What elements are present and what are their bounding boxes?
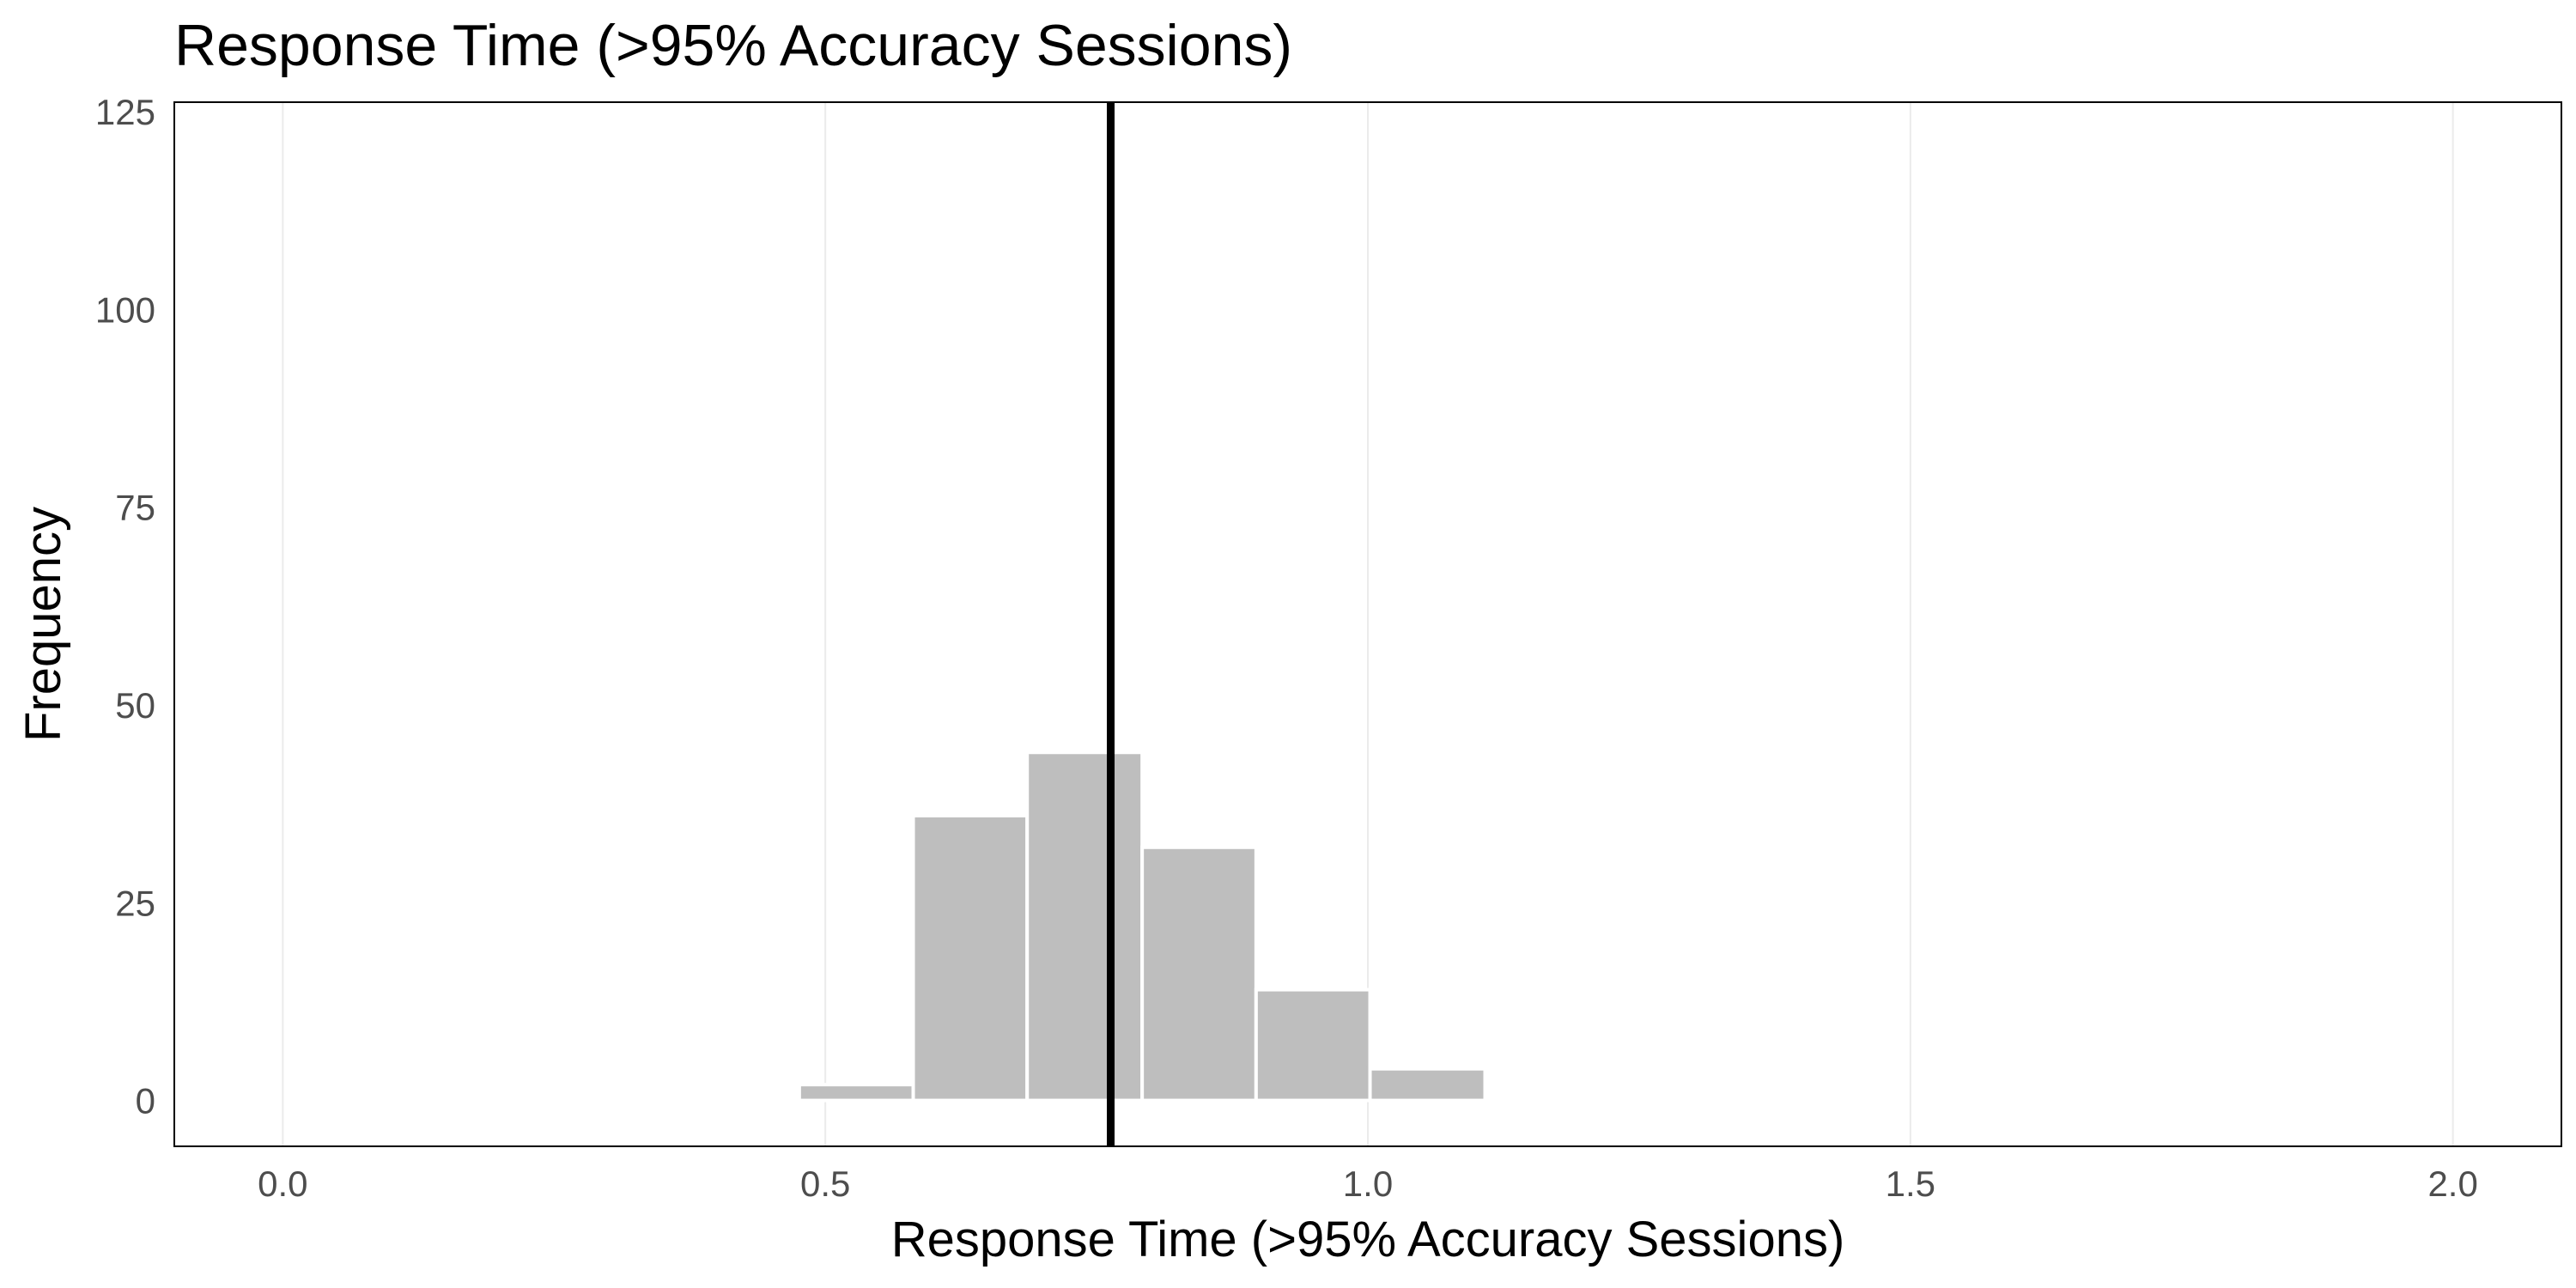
histogram-bar — [1140, 845, 1258, 1103]
grid-lines — [282, 102, 2454, 1146]
histogram-bar — [1368, 1066, 1487, 1103]
x-axis-label: Response Time (>95% Accuracy Sessions) — [891, 1212, 1845, 1267]
x-tick-label: 2.0 — [2427, 1163, 2477, 1204]
y-tick-label: 75 — [115, 488, 155, 528]
x-tick-label: 1.0 — [1343, 1163, 1393, 1204]
histogram-bar — [797, 1083, 915, 1103]
y-axis-ticks: 0 25 50 75 100 125 — [95, 92, 155, 1121]
y-tick-label: 100 — [95, 289, 155, 330]
histogram-bar — [911, 813, 1030, 1103]
y-tick-label: 25 — [115, 883, 155, 923]
chart-title: Response Time (>95% Accuracy Sessions) — [174, 13, 1292, 78]
x-axis-ticks: 0.0 0.5 1.0 1.5 2.0 — [258, 1163, 2478, 1204]
x-tick-label: 0.0 — [258, 1163, 307, 1204]
histogram-bar — [1254, 987, 1372, 1103]
y-tick-label: 50 — [115, 685, 155, 726]
histogram-bars — [797, 750, 1487, 1103]
y-tick-label: 0 — [136, 1081, 155, 1121]
plot-border — [173, 101, 2562, 1147]
y-tick-label: 125 — [95, 92, 155, 132]
x-tick-label: 0.5 — [800, 1163, 850, 1204]
x-tick-label: 1.5 — [1886, 1163, 1935, 1204]
y-axis-label: Frequency — [15, 507, 71, 742]
histogram-bar — [1025, 750, 1145, 1103]
